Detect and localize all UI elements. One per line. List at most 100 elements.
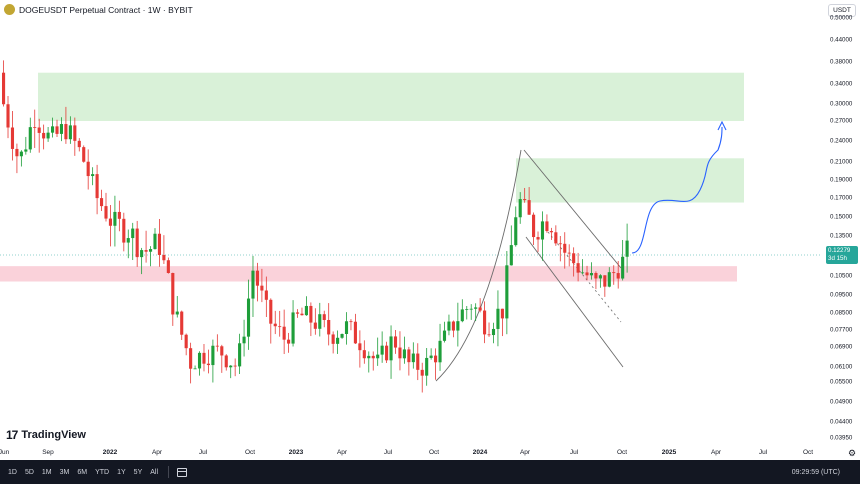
range-button-all[interactable]: All: [150, 468, 159, 476]
candle-body: [55, 126, 59, 134]
candle-body: [389, 336, 393, 361]
candle-body: [291, 312, 295, 344]
chart-canvas[interactable]: [0, 0, 822, 446]
falling-wedge-upper-line: [523, 149, 622, 269]
range-button-1y[interactable]: 1Y: [117, 468, 126, 476]
dogecoin-badge-icon: [4, 4, 15, 15]
time-tick-label: Jul: [758, 449, 768, 456]
candle-body: [532, 214, 536, 238]
price-zone: [516, 158, 744, 203]
bottom-toolbar: 1D 5D 1M 3M 6M YTD 1Y 5Y All 09:29:59 (UTC): [0, 460, 860, 484]
candle-body: [157, 233, 162, 255]
candle-body: [385, 345, 389, 361]
tradingview-mark-icon: 17: [6, 428, 18, 442]
candle-body: [411, 353, 415, 363]
candle-body: [349, 321, 353, 323]
candle-body: [220, 346, 224, 356]
candle-body: [300, 313, 304, 316]
support-curve-line: [435, 149, 522, 382]
candle-body: [224, 355, 228, 368]
candle-body: [86, 161, 90, 177]
candle-body: [380, 345, 384, 355]
candle-body: [269, 299, 273, 324]
candle-body: [509, 245, 513, 266]
candle-body: [264, 290, 268, 300]
candle-body: [536, 237, 540, 240]
candle-body: [563, 243, 567, 253]
candle-body: [545, 221, 549, 232]
time-tick-label: Oct: [244, 449, 256, 456]
candle-body: [82, 147, 86, 162]
candle-body: [309, 305, 313, 323]
range-button-3m[interactable]: 3M: [59, 468, 70, 476]
price-tick-label: 0.30000: [830, 100, 853, 108]
candle-body: [37, 127, 41, 133]
candle-body: [371, 355, 375, 359]
price-tick-label: 0.08500: [830, 309, 853, 317]
candle-body: [353, 321, 357, 344]
candle-body: [451, 321, 455, 331]
candle-body: [474, 307, 478, 309]
candle-body: [10, 127, 15, 149]
candle-body: [122, 218, 126, 243]
candle-body: [581, 272, 585, 274]
toolbar-divider: [168, 466, 170, 478]
candle-body: [184, 334, 188, 349]
candle-body: [589, 273, 594, 276]
candle-body: [327, 319, 331, 335]
candle-body: [416, 353, 420, 370]
price-tick-label: 0.07700: [830, 326, 853, 334]
candle-body: [95, 174, 99, 199]
candle-body: [554, 232, 558, 244]
candle-body: [28, 127, 32, 150]
candle-body: [42, 132, 46, 139]
candle-body: [336, 337, 340, 344]
candle-body: [572, 253, 576, 264]
range-button-6m[interactable]: 6M: [77, 468, 88, 476]
axis-settings-icon[interactable]: ⚙: [847, 447, 857, 458]
candle-body: [367, 355, 371, 359]
range-button-1m[interactable]: 1M: [41, 468, 52, 476]
time-tick-label: 2025: [661, 449, 677, 456]
candle-body: [175, 311, 179, 315]
candle-body: [616, 273, 620, 279]
range-button-5y[interactable]: 5Y: [133, 468, 143, 476]
candle-body: [362, 350, 366, 359]
candle-body: [447, 321, 451, 331]
currency-button[interactable]: USDT: [828, 4, 856, 17]
candle-body: [117, 211, 121, 219]
candle-body: [407, 349, 411, 363]
price-tick-label: 0.04400: [830, 418, 853, 426]
candle-body: [567, 252, 571, 254]
go-to-date-calendar-icon[interactable]: [177, 467, 188, 477]
time-tick-label: 2022: [102, 449, 118, 456]
candle-body: [68, 125, 72, 140]
candle-body: [282, 326, 286, 340]
chart-area[interactable]: DOGEUSDT Perpetual Contract · 1W · BYBIT…: [0, 0, 822, 446]
time-tick-label: Oct: [616, 449, 628, 456]
candle-body: [126, 238, 130, 243]
last-price-value: 0.12279: [828, 247, 851, 254]
candle-body: [456, 321, 460, 331]
candle-body: [331, 334, 335, 344]
time-tick-label: Jul: [569, 449, 579, 456]
candle-body: [625, 240, 629, 257]
price-tick-label: 0.06100: [830, 363, 853, 371]
time-tick-label: Jul: [198, 449, 208, 456]
price-tick-label: 0.13500: [830, 232, 853, 240]
utc-clock[interactable]: 09:29:59 (UTC): [791, 468, 840, 476]
price-tick-label: 0.10500: [830, 272, 853, 280]
time-axis[interactable]: ⚙ Jun Sep 2022 Apr Jul Oct 2023 Apr Jul Oct 2024 Ap…: [0, 446, 860, 460]
range-button-1d[interactable]: 1D: [8, 468, 17, 476]
candle-body: [558, 243, 562, 245]
tradingview-logo[interactable]: 17 TradingView: [6, 428, 86, 442]
range-button-ytd[interactable]: YTD: [95, 468, 110, 476]
price-axis[interactable]: USDT 0.50000 0.44000 0.38000 0.34000 0.30000…: [822, 0, 860, 446]
range-button-5d[interactable]: 5D: [24, 468, 34, 476]
time-tick-label: Jul: [383, 449, 393, 456]
candle-body: [246, 298, 251, 337]
candle-body: [304, 305, 308, 316]
candles-layer: [2, 60, 629, 393]
candle-body: [211, 345, 215, 366]
time-tick-label: Sep: [42, 449, 54, 456]
